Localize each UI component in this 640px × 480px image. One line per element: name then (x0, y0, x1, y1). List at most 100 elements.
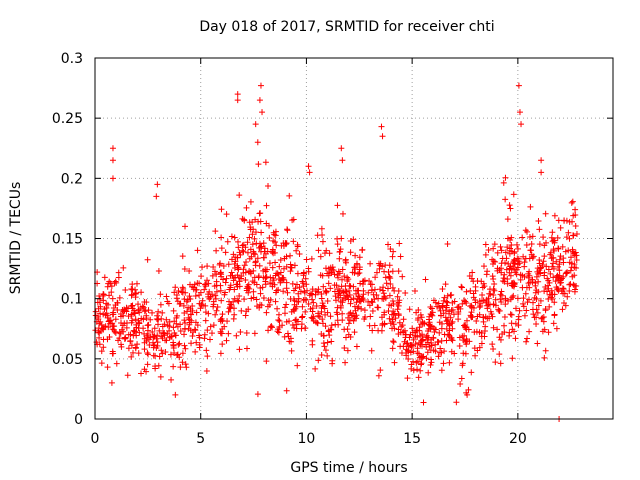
data-point (414, 345, 421, 352)
data-point (366, 302, 373, 309)
data-point (459, 333, 466, 340)
data-point (550, 260, 557, 267)
data-point (567, 267, 574, 274)
data-point (350, 295, 357, 302)
data-point (181, 342, 188, 349)
data-point (411, 332, 418, 339)
data-point (280, 288, 287, 295)
data-point (283, 318, 290, 325)
data-point (194, 280, 201, 287)
data-point (114, 299, 121, 306)
data-point (212, 311, 219, 318)
data-point (292, 285, 299, 292)
data-point (247, 246, 254, 253)
data-point (228, 256, 235, 263)
data-point (331, 288, 338, 295)
data-point (340, 289, 347, 296)
data-point (498, 247, 505, 254)
data-point (261, 254, 268, 261)
data-point (444, 299, 451, 306)
data-point (508, 280, 515, 287)
data-point (201, 286, 208, 293)
data-point (460, 350, 467, 357)
data-point (262, 159, 269, 166)
data-point (291, 262, 298, 269)
data-point (141, 339, 148, 346)
data-point (366, 322, 373, 329)
data-point (254, 303, 261, 310)
data-point (150, 352, 157, 359)
data-point (389, 316, 396, 323)
data-point (565, 247, 572, 254)
data-point (553, 258, 560, 265)
data-point (335, 274, 342, 281)
data-point (511, 328, 518, 335)
data-point (338, 145, 345, 152)
data-point (501, 322, 508, 329)
data-point (404, 340, 411, 347)
data-point (486, 301, 493, 308)
data-point (491, 287, 498, 294)
data-point (507, 263, 514, 270)
data-point (382, 274, 389, 281)
data-point (217, 270, 224, 277)
data-point (360, 287, 367, 294)
data-point (287, 268, 294, 275)
data-point (356, 254, 363, 261)
data-point (246, 234, 253, 241)
data-point (310, 299, 317, 306)
data-point (252, 259, 259, 266)
data-point (321, 343, 328, 350)
data-point (555, 245, 562, 252)
data-point (161, 330, 168, 337)
data-point (515, 322, 522, 329)
data-point (270, 275, 277, 282)
data-point (544, 275, 551, 282)
data-point (132, 316, 139, 323)
data-point (289, 322, 296, 329)
data-point (128, 342, 135, 349)
data-point (557, 276, 564, 283)
data-point (479, 284, 486, 291)
data-point (159, 323, 166, 330)
axis-ticks: 0 5 10 15 20 0 0.05 0.1 0.15 0.2 0.25 0.3 (52, 51, 613, 447)
data-point (557, 280, 564, 287)
data-point (144, 322, 151, 329)
data-point (122, 286, 129, 293)
data-point (514, 295, 521, 302)
data-point (387, 281, 394, 288)
data-point (283, 253, 290, 260)
data-point (568, 264, 575, 271)
data-point (274, 328, 281, 335)
data-point (500, 179, 507, 186)
data-point (288, 264, 295, 271)
data-point (508, 242, 515, 249)
data-point (535, 278, 542, 285)
data-point (315, 247, 322, 254)
data-point (322, 287, 329, 294)
data-point (566, 218, 573, 225)
data-point (188, 317, 195, 324)
data-point (560, 259, 567, 266)
data-point (283, 387, 290, 394)
data-point (491, 280, 498, 287)
data-point (263, 202, 270, 209)
data-point (202, 283, 209, 290)
data-point (298, 314, 305, 321)
data-point (473, 328, 480, 335)
data-point (266, 234, 273, 241)
data-point (387, 246, 394, 253)
data-point (268, 323, 275, 330)
data-point (103, 310, 110, 317)
data-point (329, 360, 336, 367)
data-point (399, 273, 406, 280)
data-point (280, 240, 287, 247)
data-point (327, 326, 334, 333)
data-point (548, 255, 555, 262)
data-point (334, 241, 341, 248)
data-point (478, 278, 485, 285)
chart-title: Day 018 of 2017, SRMTID for receiver cht… (199, 19, 494, 35)
data-point (539, 328, 546, 335)
data-point (266, 260, 273, 267)
data-point (300, 283, 307, 290)
